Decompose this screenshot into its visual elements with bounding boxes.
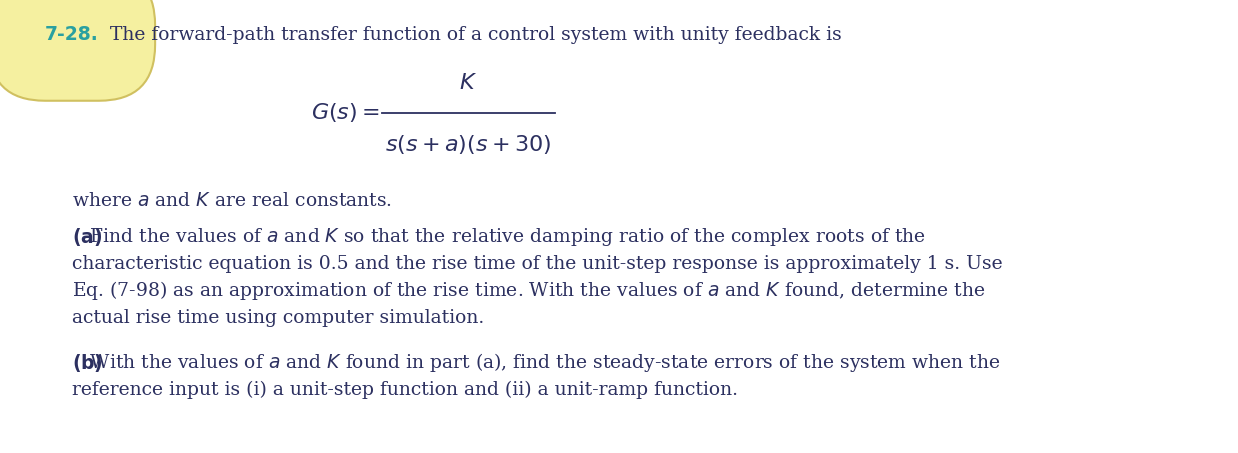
- Text: $K$: $K$: [459, 72, 478, 94]
- Text: characteristic equation is 0.5 and the rise time of the unit-step response is ap: characteristic equation is 0.5 and the r…: [72, 255, 1003, 273]
- Text: With the values of $a$ and $K$ found in part (a), find the steady-state errors o: With the values of $a$ and $K$ found in …: [72, 352, 1000, 375]
- Text: Eq. (7-98) as an approximation of the rise time. With the values of $a$ and $K$ : Eq. (7-98) as an approximation of the ri…: [72, 280, 985, 303]
- Text: 7-28.: 7-28.: [45, 25, 99, 44]
- Text: $\mathbf{(a)}$: $\mathbf{(a)}$: [72, 226, 103, 248]
- Text: where $a$ and $K$ are real constants.: where $a$ and $K$ are real constants.: [72, 192, 392, 210]
- Text: actual rise time using computer simulation.: actual rise time using computer simulati…: [72, 309, 484, 327]
- Text: reference input is (i) a unit-step function and (ii) a unit-ramp function.: reference input is (i) a unit-step funct…: [72, 381, 738, 399]
- Text: $\mathbf{(b)}$: $\mathbf{(b)}$: [72, 352, 103, 374]
- Text: Find the values of $a$ and $K$ so that the relative damping ratio of the complex: Find the values of $a$ and $K$ so that t…: [72, 226, 926, 248]
- Text: $s(s+a)(s+30)$: $s(s+a)(s+30)$: [385, 134, 552, 156]
- Text: The forward-path transfer function of a control system with unity feedback is: The forward-path transfer function of a …: [110, 26, 842, 44]
- Text: $G(s)=$: $G(s)=$: [311, 101, 380, 125]
